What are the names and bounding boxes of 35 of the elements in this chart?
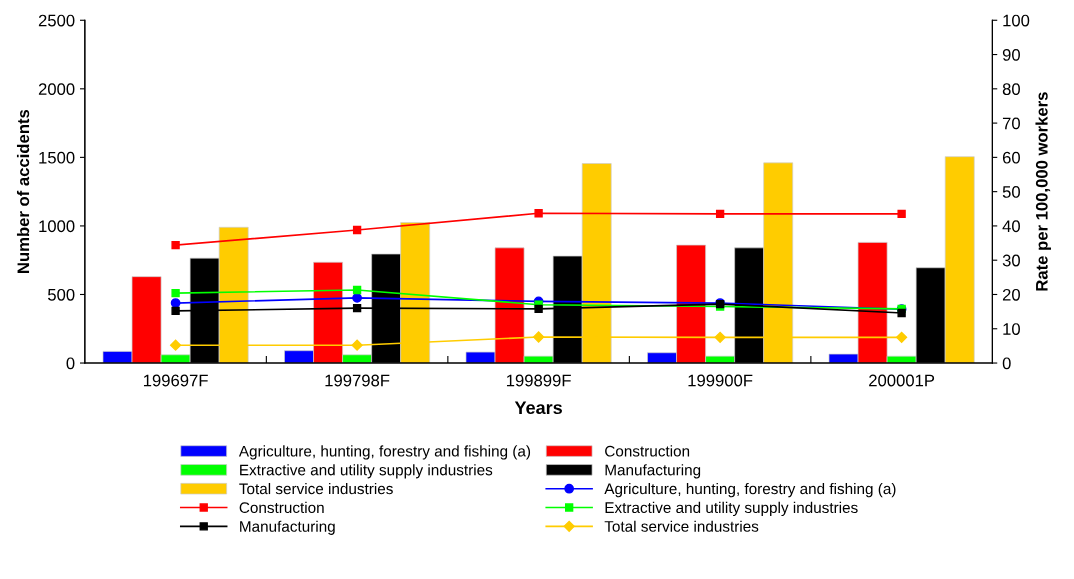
y2-tick-label: 80 — [1002, 83, 1020, 96]
x-tick-label: 199697F — [143, 374, 208, 387]
legend-label: Extractive and utility supply industries — [240, 464, 493, 479]
y-tick-label: 500 — [47, 288, 75, 301]
y2-axis-title: Rate per 100,000 workers — [1035, 92, 1051, 291]
y2-tick-label: 90 — [1002, 48, 1020, 61]
legend-label: Construction — [605, 445, 690, 457]
y2-tick-label: 10 — [1003, 323, 1020, 335]
legend-label: Manufacturing — [240, 520, 335, 535]
y-tick-label: 1500 — [39, 151, 75, 164]
y2-tick-label: 100 — [1003, 14, 1030, 27]
legend-label: Total service industries — [239, 482, 393, 495]
legend-label: Construction — [239, 501, 324, 514]
y2-tick-label: 60 — [1002, 151, 1020, 164]
legend-label: Extractive and utility supply industries — [605, 501, 858, 517]
y-tick-label: 0 — [66, 357, 75, 370]
y2-tick-label: 0 — [1002, 357, 1011, 370]
y-tick-label: 2000 — [38, 83, 75, 96]
y-tick-label: 1000 — [39, 220, 75, 233]
y2-tick-label: 20 — [1002, 288, 1020, 301]
legend-label: Manufacturing — [605, 464, 701, 479]
x-tick-label: 199899F — [506, 374, 571, 387]
x-tick-label: 200001P — [869, 374, 935, 387]
y2-tick-label: 30 — [1002, 254, 1020, 267]
x-tick-label: 199798F — [325, 374, 390, 387]
legend-label: Agriculture, hunting, forestry and fishing (a) — [604, 482, 896, 498]
y2-tick-label: 50 — [1002, 186, 1020, 198]
x-tick-label: 199900F — [688, 374, 753, 387]
y2-tick-label: 70 — [1002, 117, 1020, 130]
y2-tick-label: 40 — [1002, 220, 1020, 233]
legend-label: Total service industries — [604, 520, 759, 532]
y-axis-title: Number of accidents — [16, 109, 30, 273]
x-axis-title: Years — [514, 401, 562, 415]
legend-label: Agriculture, hunting, forestry and fishing (a) — [238, 445, 531, 460]
y-tick-label: 2500 — [38, 14, 75, 27]
